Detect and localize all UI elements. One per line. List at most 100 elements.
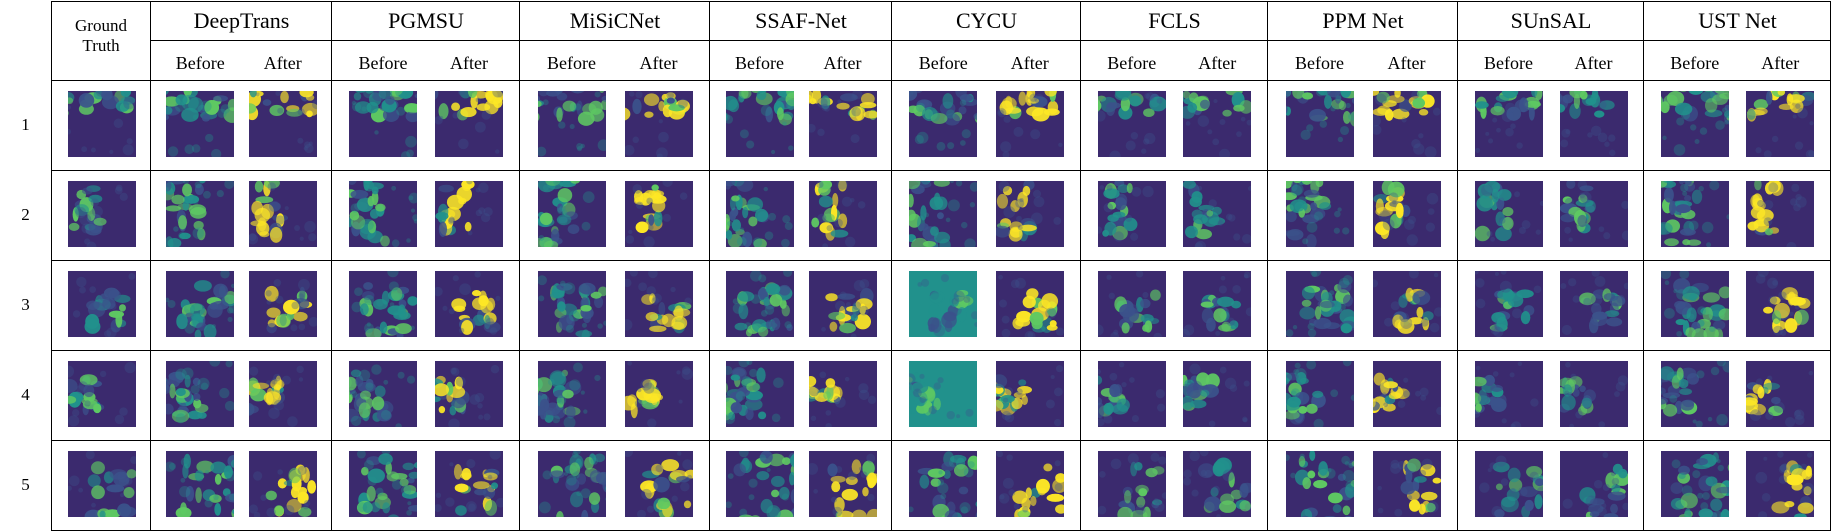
method-title: SUnSAL [1510,8,1592,33]
abundance-map [909,91,977,157]
abundance-map [1560,361,1628,427]
row-label: 3 [21,295,30,314]
abundance-map [726,91,794,157]
abundance-map [809,451,877,517]
abundance-map [68,91,136,157]
abundance-map [1661,361,1729,427]
method-title: DeepTrans [193,8,290,33]
abundance-map [349,181,417,247]
abundance-map [1373,271,1441,337]
abundance-map [909,451,977,517]
abundance-map [435,271,503,337]
after-label: After [823,53,862,73]
abundance-map [1475,271,1543,337]
before-label: Before [918,53,968,73]
abundance-map [249,361,317,427]
before-label: Before [1295,53,1344,73]
abundance-map [1098,91,1166,157]
abundance-map [249,271,317,337]
abundance-map [909,271,977,337]
abundance-map [1098,181,1166,247]
abundance-map [1560,181,1628,247]
abundance-map [1746,91,1814,157]
method-title: SSAF-Net [755,8,847,33]
abundance-map [1746,271,1814,337]
abundance-map [996,181,1064,247]
abundance-map [625,181,693,247]
abundance-map [435,451,503,517]
abundance-map [1475,91,1543,157]
abundance-map [249,91,317,157]
abundance-map [349,451,417,517]
abundance-map [1746,451,1814,517]
method-title: PGMSU [388,8,464,33]
abundance-map [625,91,693,157]
abundance-map [625,451,693,517]
method-title: PPM Net [1322,8,1404,33]
abundance-map [1373,91,1441,157]
abundance-map [726,451,794,517]
abundance-map [1286,91,1354,157]
abundance-map [349,271,417,337]
abundance-map [1286,361,1354,427]
after-label: After [450,53,488,73]
abundance-map [538,271,606,337]
abundance-map [726,181,794,247]
abundance-map [809,91,877,157]
abundance-map [625,361,693,427]
abundance-map [1661,181,1729,247]
abundance-map [1098,271,1166,337]
method-title: FCLS [1148,8,1201,33]
abundance-map [1475,451,1543,517]
abundance-map [1373,181,1441,247]
abundance-map [1183,91,1251,157]
abundance-map [1475,361,1543,427]
before-label: Before [547,53,596,73]
after-label: After [1574,53,1613,73]
after-label: After [1198,53,1237,73]
abundance-map [166,361,234,427]
abundance-map [435,91,503,157]
abundance-map [809,181,877,247]
abundance-map [166,91,234,157]
before-label: Before [735,53,784,73]
method-title: CYCU [955,8,1018,33]
before-label: Before [358,53,408,73]
abundance-map [1183,451,1251,517]
abundance-map [1560,271,1628,337]
after-label: After [1387,53,1426,73]
abundance-map [435,181,503,247]
abundance-map [1183,271,1251,337]
after-label: After [639,53,678,73]
abundance-map [1098,451,1166,517]
abundance-map [909,361,977,427]
after-label: After [263,53,302,73]
abundance-map [349,91,417,157]
abundance-map [166,451,234,517]
method-title: UST Net [1698,8,1777,33]
abundance-map [1560,91,1628,157]
abundance-map [1098,361,1166,427]
abundance-map [68,451,136,517]
abundance-map [1286,181,1354,247]
abundance-map [1746,181,1814,247]
abundance-map [538,451,606,517]
abundance-map [538,91,606,157]
after-label: After [1761,53,1800,73]
abundance-map [68,181,136,247]
before-label: Before [175,53,225,73]
abundance-map [996,361,1064,427]
abundance-map [996,271,1064,337]
abundance-map [1661,451,1729,517]
abundance-map [538,361,606,427]
abundance-map [68,271,136,337]
abundance-map [1746,361,1814,427]
abundance-map [1183,361,1251,427]
before-label: Before [1107,53,1157,73]
abundance-map [538,181,606,247]
abundance-map [166,181,234,247]
abundance-map [1661,271,1729,337]
row-label: 5 [21,475,30,494]
